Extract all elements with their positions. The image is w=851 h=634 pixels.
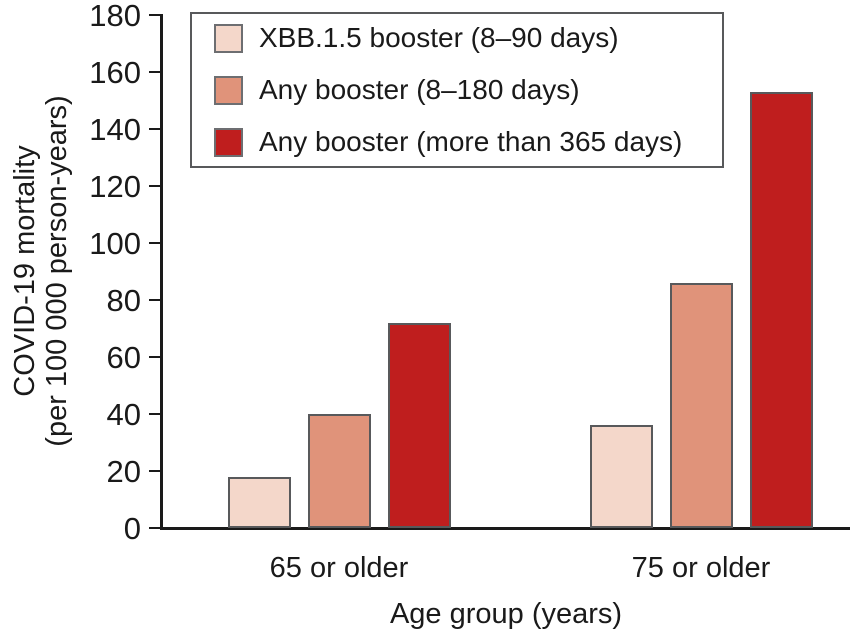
y-tick-line-100	[149, 241, 161, 245]
bar-75-or-older-series-2	[749, 91, 813, 528]
legend-label-2: Any booster (more than 365 days)	[259, 126, 683, 157]
legend-row-1: Any booster (8–180 days)	[214, 64, 722, 116]
y-tick-line-140	[149, 127, 161, 131]
y-tick-line-60	[149, 355, 161, 359]
x-axis-line	[160, 527, 850, 530]
bar-65-or-older-series-1	[307, 414, 371, 528]
y-tick-line-40	[149, 412, 161, 416]
bar-65-or-older-series-2	[387, 322, 451, 528]
y-tick-line-120	[149, 184, 161, 188]
x-category-label-1: 75 or older	[631, 552, 771, 584]
y-tick-line-180	[149, 13, 161, 17]
legend: XBB.1.5 booster (8–90 days) Any booster (…	[190, 12, 724, 168]
y-tick-label-140: 140	[89, 111, 141, 147]
legend-rows: XBB.1.5 booster (8–90 days) Any booster (…	[214, 12, 722, 168]
legend-label-1: Any booster (8–180 days)	[259, 74, 580, 105]
legend-row-0: XBB.1.5 booster (8–90 days)	[214, 12, 722, 64]
y-tick-label-120: 120	[89, 168, 141, 204]
y-tick-label-0: 0	[123, 510, 141, 546]
legend-swatch-2	[214, 127, 243, 157]
y-tick-line-20	[149, 469, 161, 473]
bar-75-or-older-series-1	[669, 282, 733, 528]
y-tick-line-0	[149, 526, 161, 530]
y-tick-label-180: 180	[89, 0, 141, 33]
y-tick-label-40: 40	[106, 396, 141, 432]
y-tick-label-60: 60	[106, 339, 141, 375]
y-tick-label-80: 80	[106, 282, 141, 318]
bar-65-or-older-series-0	[227, 476, 291, 528]
legend-swatch-0	[214, 23, 243, 53]
y-tick-label-100: 100	[89, 225, 141, 261]
x-category-label-0: 65 or older	[269, 552, 409, 584]
x-axis-title: Age group (years)	[389, 598, 623, 630]
legend-row-2: Any booster (more than 365 days)	[214, 116, 722, 168]
y-tick-label-20: 20	[106, 453, 141, 489]
y-tick-label-160: 160	[89, 54, 141, 90]
legend-swatch-1	[214, 75, 243, 105]
y-axis-line	[160, 14, 163, 529]
y-tick-line-160	[149, 70, 161, 74]
y-tick-line-80	[149, 298, 161, 302]
bar-75-or-older-series-0	[589, 425, 653, 528]
legend-label-0: XBB.1.5 booster (8–90 days)	[259, 22, 619, 53]
